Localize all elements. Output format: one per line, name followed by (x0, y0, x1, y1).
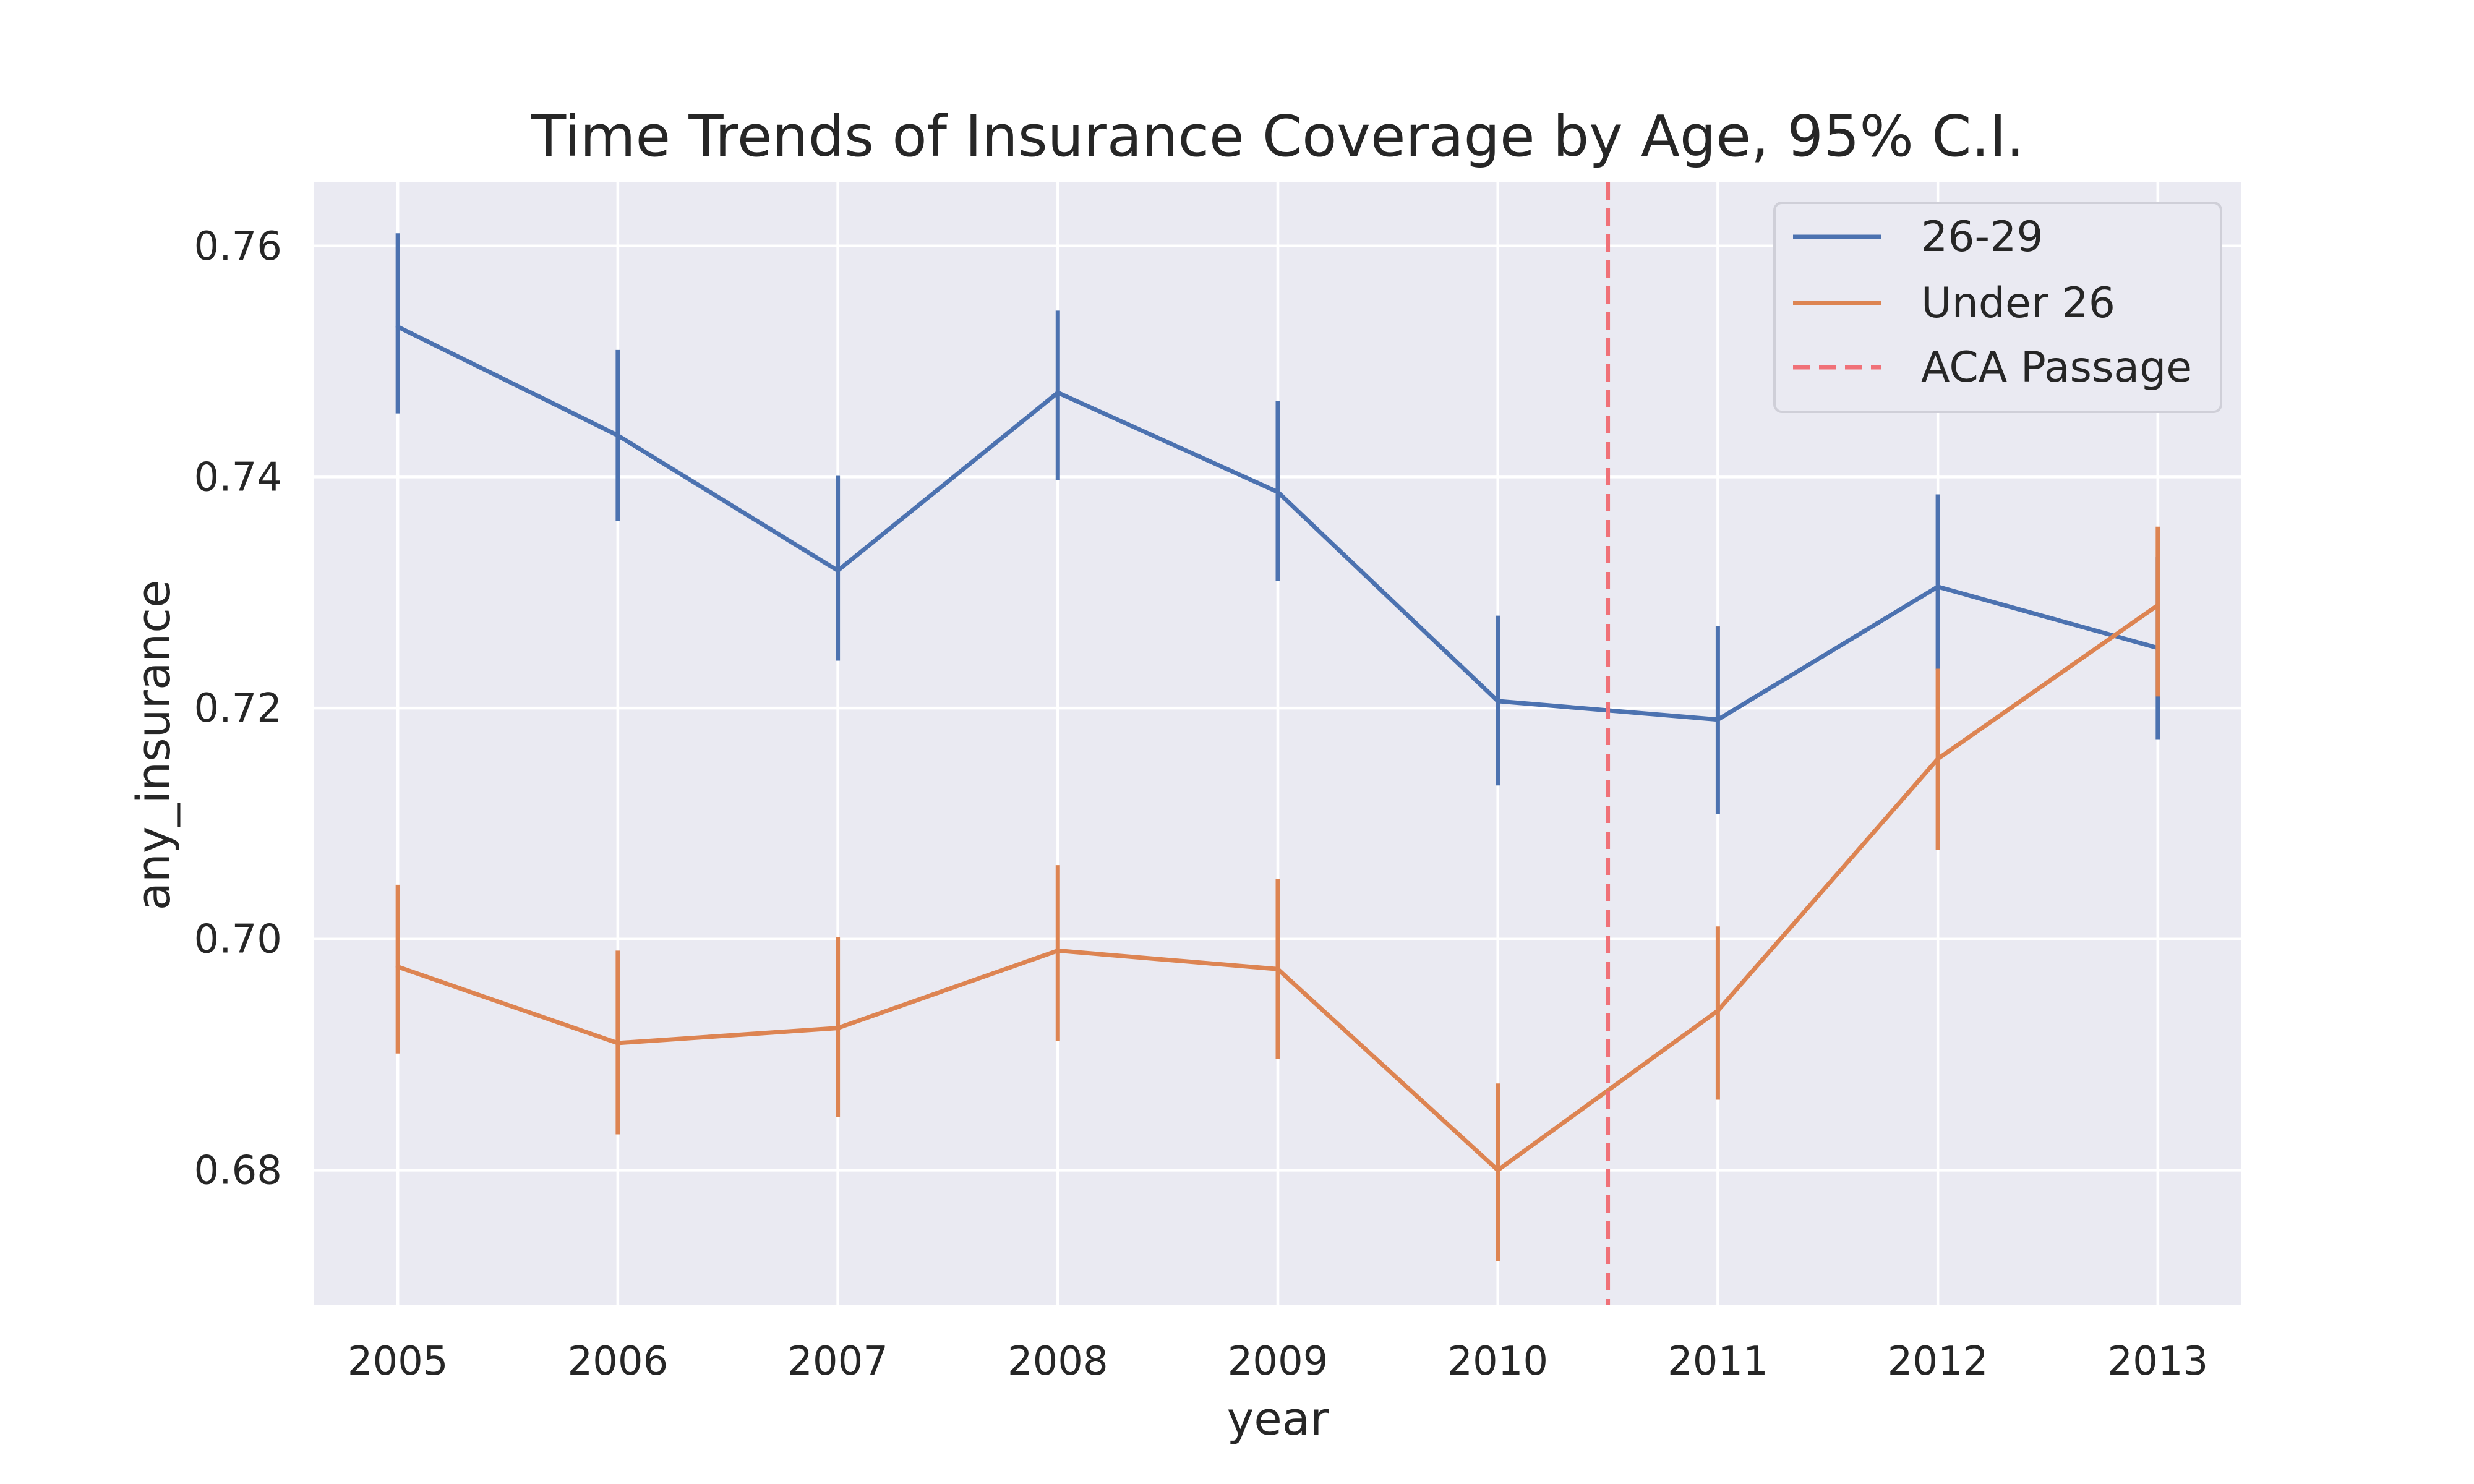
series-line (395, 603, 2160, 1172)
chart-title: Time Trends of Insurance Coverage by Age… (531, 103, 2024, 169)
series-layer (395, 233, 2160, 1262)
y-axis-label: any_insurance (127, 580, 181, 911)
x-tick-label: 2008 (1008, 1339, 1108, 1384)
x-tick-label: 2010 (1447, 1339, 1548, 1384)
legend-box (1773, 202, 2222, 413)
series-under-26 (395, 526, 2160, 1262)
y-tick-label: 0.72 (194, 686, 283, 731)
legend-label-26-29: 26-29 (1921, 213, 2044, 262)
x-tick-label: 2012 (1888, 1339, 1988, 1384)
legend: 26-29 Under 26 ACA Passage (1773, 202, 2222, 413)
legend-label-aca-passage: ACA Passage (1921, 343, 2192, 392)
x-tick-label: 2006 (567, 1339, 668, 1384)
legend-label-under-26: Under 26 (1921, 279, 2115, 328)
y-tick-label: 0.76 (194, 224, 283, 270)
x-tick-label: 2011 (1667, 1339, 1768, 1384)
x-tick-label: 2013 (2107, 1339, 2208, 1384)
y-tick-label: 0.68 (194, 1148, 283, 1193)
y-tick-label: 0.74 (194, 454, 283, 500)
x-tick-label: 2009 (1228, 1339, 1329, 1384)
x-axis-label: year (1226, 1392, 1329, 1446)
y-tick-label: 0.70 (194, 917, 283, 963)
x-tick-label: 2007 (787, 1339, 888, 1384)
x-tick-label: 2005 (348, 1339, 448, 1384)
series-line (395, 325, 2160, 722)
tick-labels: 2005 2006 2007 2008 2009 2010 2011 2012 2013 0.68… (194, 224, 2209, 1384)
